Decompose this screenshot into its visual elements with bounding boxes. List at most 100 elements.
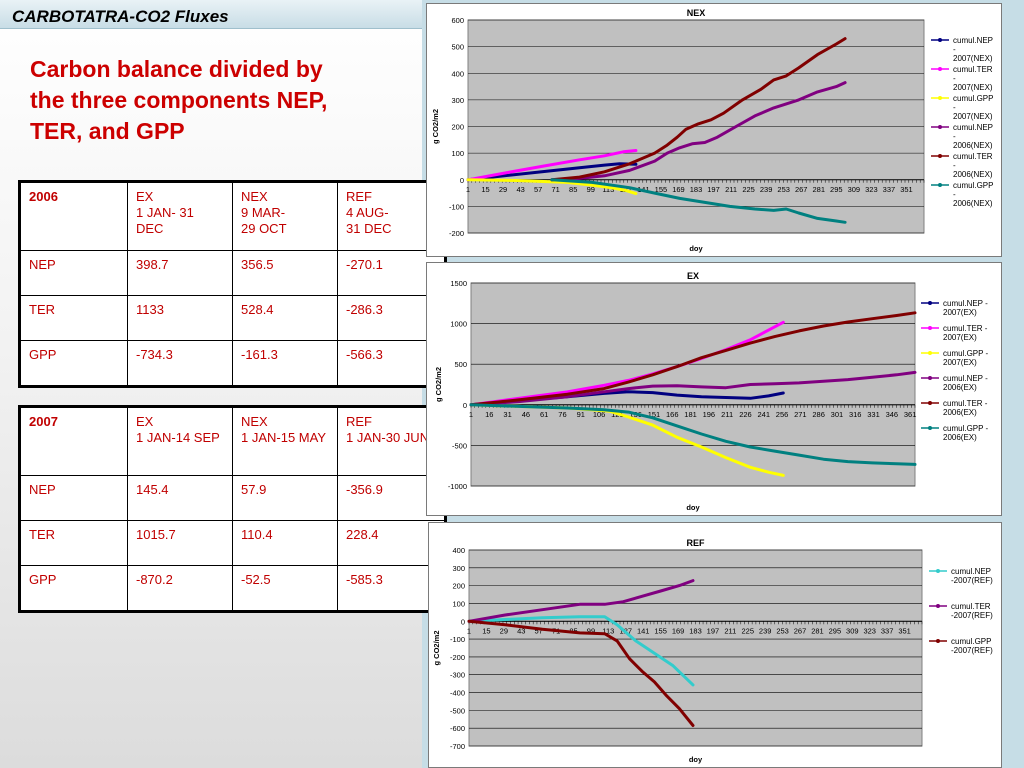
legend-label: cumul.GPP -2007(EX) bbox=[943, 349, 989, 367]
row-label-cell: NEP bbox=[19, 475, 128, 521]
table-2007: 2007 EX 1 JAN-14 SEP NEX 1 JAN-15 MAY REF 1… bbox=[18, 405, 447, 613]
x-tick-label: 43 bbox=[516, 185, 524, 194]
y-tick-label: 1500 bbox=[450, 279, 467, 288]
x-tick-label: 183 bbox=[689, 626, 702, 635]
y-tick-label: 500 bbox=[454, 360, 467, 369]
x-tick-label: 106 bbox=[593, 410, 606, 419]
x-tick-label: 43 bbox=[517, 626, 525, 635]
x-tick-label: 141 bbox=[637, 626, 650, 635]
y-tick-label: 600 bbox=[451, 16, 464, 25]
x-tick-label: 226 bbox=[739, 410, 752, 419]
row-label-cell: TER bbox=[19, 295, 128, 341]
x-tick-label: 271 bbox=[794, 410, 807, 419]
series-line bbox=[469, 311, 917, 407]
x-tick-label: 15 bbox=[482, 626, 490, 635]
x-tick-label: 196 bbox=[703, 410, 716, 419]
x-tick-label: 99 bbox=[587, 185, 595, 194]
y-tick-label: 500 bbox=[451, 43, 464, 52]
x-tick-label: 286 bbox=[812, 410, 825, 419]
x-tick-label: 155 bbox=[655, 185, 668, 194]
series-line bbox=[467, 579, 695, 623]
legend-label: cumul.TER -2007(NEX) bbox=[953, 65, 993, 92]
x-tick-label: 323 bbox=[863, 626, 876, 635]
legend-label: cumul.NEP -2007(EX) bbox=[943, 299, 988, 317]
y-tick-label: 0 bbox=[461, 617, 465, 626]
x-axis-label: doy bbox=[689, 755, 703, 764]
legend-marker bbox=[928, 426, 932, 430]
table-header-row: 2006 EX 1 JAN- 31 DEC NEX 9 MAR- 29 OCT REF… bbox=[19, 181, 446, 251]
x-tick-label: 61 bbox=[540, 410, 548, 419]
x-tick-label: 253 bbox=[777, 185, 790, 194]
x-tick-label: 281 bbox=[811, 626, 824, 635]
header-cell: REF 4 AUG- 31 DEC bbox=[337, 181, 446, 251]
legend-marker bbox=[928, 376, 932, 380]
legend-marker bbox=[936, 639, 940, 643]
legend-marker bbox=[938, 38, 942, 42]
y-tick-label: 400 bbox=[451, 69, 464, 78]
x-tick-label: 253 bbox=[776, 626, 789, 635]
x-axis-label: doy bbox=[689, 244, 703, 253]
chart-title: REF bbox=[687, 538, 706, 548]
y-tick-label: 300 bbox=[452, 564, 465, 573]
legend-label: cumul.GPP -2006(EX) bbox=[943, 424, 989, 442]
x-tick-label: 16 bbox=[485, 410, 493, 419]
plot-area bbox=[470, 282, 916, 487]
legend-label: cumul.GPP -2006(NEX) bbox=[953, 181, 993, 208]
series-line bbox=[467, 619, 695, 727]
title-strip: CARBOTATRA-CO2 Fluxes bbox=[0, 0, 422, 29]
y-tick-label: -400 bbox=[450, 689, 465, 698]
chart-svg: REF 400 300 200 100 0 -100 -200 -300 -400 -500 -600… bbox=[432, 538, 993, 764]
legend-label: cumul.GPP -2007(NEX) bbox=[953, 94, 993, 121]
value-cell: 1015.7 bbox=[127, 520, 233, 566]
y-tick-label: 0 bbox=[463, 401, 467, 410]
legend-label: cumul.TER -2007(REF) bbox=[951, 602, 993, 620]
x-tick-label: 337 bbox=[881, 626, 894, 635]
value-cell: 356.5 bbox=[232, 250, 338, 296]
row-label-cell: GPP bbox=[19, 565, 128, 612]
y-axis-label: g CO2/m2 bbox=[431, 109, 440, 144]
value-cell: 145.4 bbox=[127, 475, 233, 521]
table-row: NEP 145.4 57.9 -356.9 bbox=[19, 475, 446, 521]
value-cell: -870.2 bbox=[127, 565, 233, 612]
legend-marker bbox=[928, 301, 932, 305]
x-tick-label: 267 bbox=[795, 185, 808, 194]
chart-nex: NEX 600 500 400 300 200 100 0 -100 -200 1 15 29 43 57 7… bbox=[426, 3, 1002, 257]
value-cell: -52.5 bbox=[232, 565, 338, 612]
table-row: TER 1133 528.4 -286.3 bbox=[19, 295, 446, 341]
x-tick-label: 331 bbox=[867, 410, 880, 419]
x-tick-label: 91 bbox=[577, 410, 585, 419]
series-line bbox=[469, 403, 917, 466]
legend-label: cumul.TER -2006(EX) bbox=[943, 399, 988, 417]
y-tick-label: -100 bbox=[450, 635, 465, 644]
x-tick-label: 361 bbox=[904, 410, 917, 419]
slide-title: CARBOTATRA-CO2 Fluxes bbox=[12, 7, 229, 26]
legend-marker bbox=[938, 154, 942, 158]
x-tick-label: 99 bbox=[587, 626, 595, 635]
y-tick-label: 300 bbox=[451, 96, 464, 105]
table-row: GPP -870.2 -52.5 -585.3 bbox=[19, 565, 446, 612]
x-tick-label: 29 bbox=[500, 626, 508, 635]
x-tick-label: 151 bbox=[648, 410, 661, 419]
series-line bbox=[467, 615, 695, 687]
header-cell: 2006 bbox=[19, 181, 128, 251]
table-row: NEP 398.7 356.5 -270.1 bbox=[19, 250, 446, 296]
x-tick-label: 57 bbox=[534, 185, 542, 194]
y-tick-label: -200 bbox=[449, 229, 464, 238]
x-tick-label: 169 bbox=[672, 185, 685, 194]
x-tick-label: 225 bbox=[742, 626, 755, 635]
y-tick-label: 200 bbox=[452, 582, 465, 591]
y-tick-label: 100 bbox=[451, 149, 464, 158]
value-cell: -585.3 bbox=[337, 565, 446, 612]
x-tick-label: 1 bbox=[469, 410, 473, 419]
x-tick-label: 225 bbox=[742, 185, 755, 194]
table-2006: 2006 EX 1 JAN- 31 DEC NEX 9 MAR- 29 OCT REF… bbox=[18, 180, 447, 388]
y-tick-label: 400 bbox=[452, 546, 465, 555]
legend-label: cumul.TER -2007(EX) bbox=[943, 324, 988, 342]
header-cell: 2007 bbox=[19, 406, 128, 476]
x-tick-label: 211 bbox=[721, 410, 733, 419]
legend-label: cumul.NEP -2006(NEX) bbox=[953, 123, 993, 150]
x-tick-label: 267 bbox=[794, 626, 807, 635]
x-tick-label: 211 bbox=[724, 626, 736, 635]
x-tick-label: 76 bbox=[558, 410, 566, 419]
x-tick-label: 301 bbox=[831, 410, 844, 419]
